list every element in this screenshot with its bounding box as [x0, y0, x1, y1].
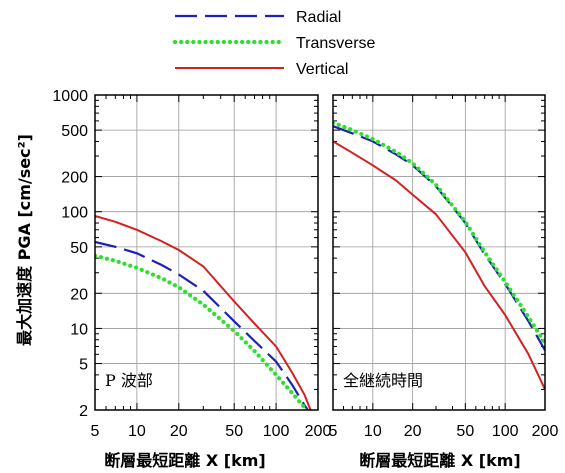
legend-label-vertical: Vertical: [296, 61, 348, 78]
plot-frame: [94, 94, 319, 411]
x-tick-label: 5: [91, 423, 100, 440]
y-tick-label: 2: [79, 403, 88, 420]
y-tick-label: 10: [70, 321, 88, 338]
legend-label-radial: Radial: [296, 9, 341, 26]
x-tick-label: 200: [305, 423, 332, 440]
x-tick-label: 100: [492, 423, 519, 440]
x-tick-label: 10: [128, 423, 146, 440]
legend-label-transverse: Transverse: [296, 35, 376, 52]
y-tick-label: 100: [61, 205, 88, 222]
x-tick-label: 100: [263, 423, 290, 440]
plot-frame: [332, 94, 546, 411]
x-tick-label: 20: [170, 423, 188, 440]
series-line-vertical: [333, 140, 545, 390]
series-line-vertical: [95, 214, 312, 410]
x-tick-label: 20: [404, 423, 422, 440]
legend: Radial Transverse Vertical: [172, 9, 376, 78]
y-tick-label: 1000: [52, 88, 88, 105]
x-tick-label: 5: [329, 423, 338, 440]
y-tick-label: 200: [61, 170, 88, 187]
panel-label: P 波部: [105, 371, 153, 390]
y-tick-label: 500: [61, 123, 88, 140]
x-tick-label: 50: [456, 423, 474, 440]
x-tick-label: 10: [364, 423, 382, 440]
x-tick-label: 50: [225, 423, 243, 440]
panel-p-wave-x-axis-title: 断層最短距離 X [km]: [104, 451, 265, 470]
y-tick-label: 5: [79, 357, 88, 374]
panel-label: 全継続時間: [343, 371, 423, 390]
y-tick-label: 20: [70, 286, 88, 303]
series-line-transverse: [95, 253, 309, 410]
series-line-transverse: [333, 120, 545, 346]
panel-full-duration-x-axis-title: 断層最短距離 X [km]: [359, 451, 520, 470]
y-axis-title: 最大加速度 PGA [cm/sec²]: [15, 134, 34, 346]
x-tick-label: 200: [532, 423, 559, 440]
y-tick-label: 50: [70, 240, 88, 257]
series-line-radial: [95, 240, 310, 410]
panel-full-duration: 5 10 20 50 100 200 全継続時間: [329, 94, 559, 440]
